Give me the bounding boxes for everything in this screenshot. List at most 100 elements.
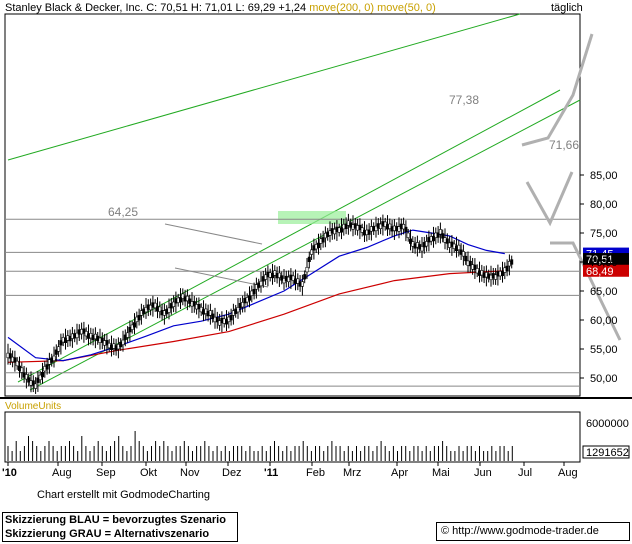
y-tick-label: 55,00 <box>590 344 618 356</box>
x-tick-label: Mai <box>432 467 450 479</box>
x-tick-label: '11 <box>264 467 278 479</box>
x-tick-label: Jul <box>518 467 532 479</box>
price-body <box>402 224 406 230</box>
price-body <box>133 322 137 328</box>
price-body <box>310 249 314 255</box>
price-body <box>360 227 364 233</box>
price-body <box>31 380 35 386</box>
price-body <box>15 360 19 367</box>
volume-last-bg <box>582 445 630 459</box>
price-body <box>40 371 44 378</box>
price-body <box>464 255 468 262</box>
x-tick-label: Apr <box>391 467 408 479</box>
x-tick-label: Jun <box>474 467 492 479</box>
price-body <box>510 259 514 265</box>
price-body <box>241 302 245 308</box>
scenario-sketch <box>521 33 622 341</box>
volume-title: VolumeUnits <box>5 401 62 412</box>
price-body <box>52 355 56 361</box>
price-body <box>367 229 371 235</box>
y-tick-label: 60,00 <box>590 315 618 327</box>
price-body <box>431 235 435 242</box>
level-label: 77,38 <box>449 93 479 107</box>
url-text[interactable]: http://www.godmode-trader.de <box>452 525 599 537</box>
source-url[interactable]: © http://www.godmode-trader.de <box>436 522 630 541</box>
stock-title: Stanley Black & Decker, Inc. <box>5 2 144 14</box>
price-body <box>406 232 410 238</box>
price-body <box>57 346 61 352</box>
horizontal-levels <box>5 218 580 387</box>
price-body <box>248 295 252 301</box>
plot-frame <box>4 13 581 397</box>
price-body <box>277 272 281 278</box>
chart-frame <box>0 13 632 463</box>
price-body <box>105 340 109 346</box>
price-body <box>259 280 263 287</box>
price-body <box>500 270 504 276</box>
price-body <box>300 281 304 287</box>
price-body <box>408 238 412 244</box>
price-body <box>339 227 343 233</box>
price-candles <box>6 213 514 394</box>
price-body <box>252 288 256 295</box>
volume-bars: 6000000 1291652 <box>7 418 630 461</box>
price-body <box>211 313 215 319</box>
price-body <box>54 349 58 355</box>
frequency-label: täglich <box>551 2 583 14</box>
level-label: 64,25 <box>108 205 138 219</box>
level-label: 71,66 <box>549 138 579 152</box>
y-tick-label: 80,00 <box>590 199 618 211</box>
x-tick-label: Aug <box>52 467 72 479</box>
scenario-path <box>521 33 594 147</box>
price-body <box>397 226 401 232</box>
price-body <box>291 275 295 281</box>
price-body <box>296 278 300 284</box>
price-body <box>344 223 348 229</box>
price-body <box>307 256 311 262</box>
price-body <box>505 265 509 272</box>
price-body <box>316 242 320 249</box>
y-tick-label: 70,00 <box>590 257 618 269</box>
price-body <box>158 306 162 312</box>
price-body <box>137 315 141 321</box>
x-tick-label: Dez <box>222 467 242 479</box>
price-body <box>59 340 63 346</box>
price-body <box>192 301 196 307</box>
x-tick-label: Feb <box>306 467 325 479</box>
price-body <box>8 353 12 359</box>
price-body <box>445 238 449 244</box>
price-body <box>153 302 157 309</box>
chart-credit: Chart erstellt mit GodmodeCharting <box>37 489 211 501</box>
price-body <box>229 315 233 321</box>
y-tick-label: 75,00 <box>590 228 618 240</box>
price-tag-bg <box>583 253 629 266</box>
price-body <box>36 377 40 383</box>
channel-line <box>17 89 561 383</box>
price-body <box>438 229 442 235</box>
price-body <box>45 364 49 370</box>
price-body <box>468 260 472 267</box>
price-body <box>441 233 445 239</box>
x-tick-label: Sep <box>96 467 116 479</box>
price-body <box>179 297 183 303</box>
price-body <box>473 264 477 270</box>
price-body <box>34 383 38 389</box>
legend-grey: Skizzierung GRAU = Alternativszenario <box>5 528 210 540</box>
x-tick-label: Okt <box>140 467 157 479</box>
price-body <box>126 332 130 338</box>
price-body <box>172 301 176 307</box>
price-tag: 68,49 <box>583 264 629 278</box>
price-body <box>181 293 185 299</box>
price-body <box>236 306 240 313</box>
volume-last-label: 1291652 <box>586 447 629 459</box>
ma-legend: move(200, 0) move(50, 0) <box>309 2 436 14</box>
chart-header: Stanley Black & Decker, Inc. C: 70,51 H:… <box>5 2 436 14</box>
volume-tick-label: 6000000 <box>586 418 629 430</box>
trend-channels <box>7 13 581 391</box>
x-tick-label: Aug <box>558 467 578 479</box>
support-zone <box>278 211 346 224</box>
price-tag-bg <box>583 264 629 277</box>
price-body <box>100 337 104 343</box>
